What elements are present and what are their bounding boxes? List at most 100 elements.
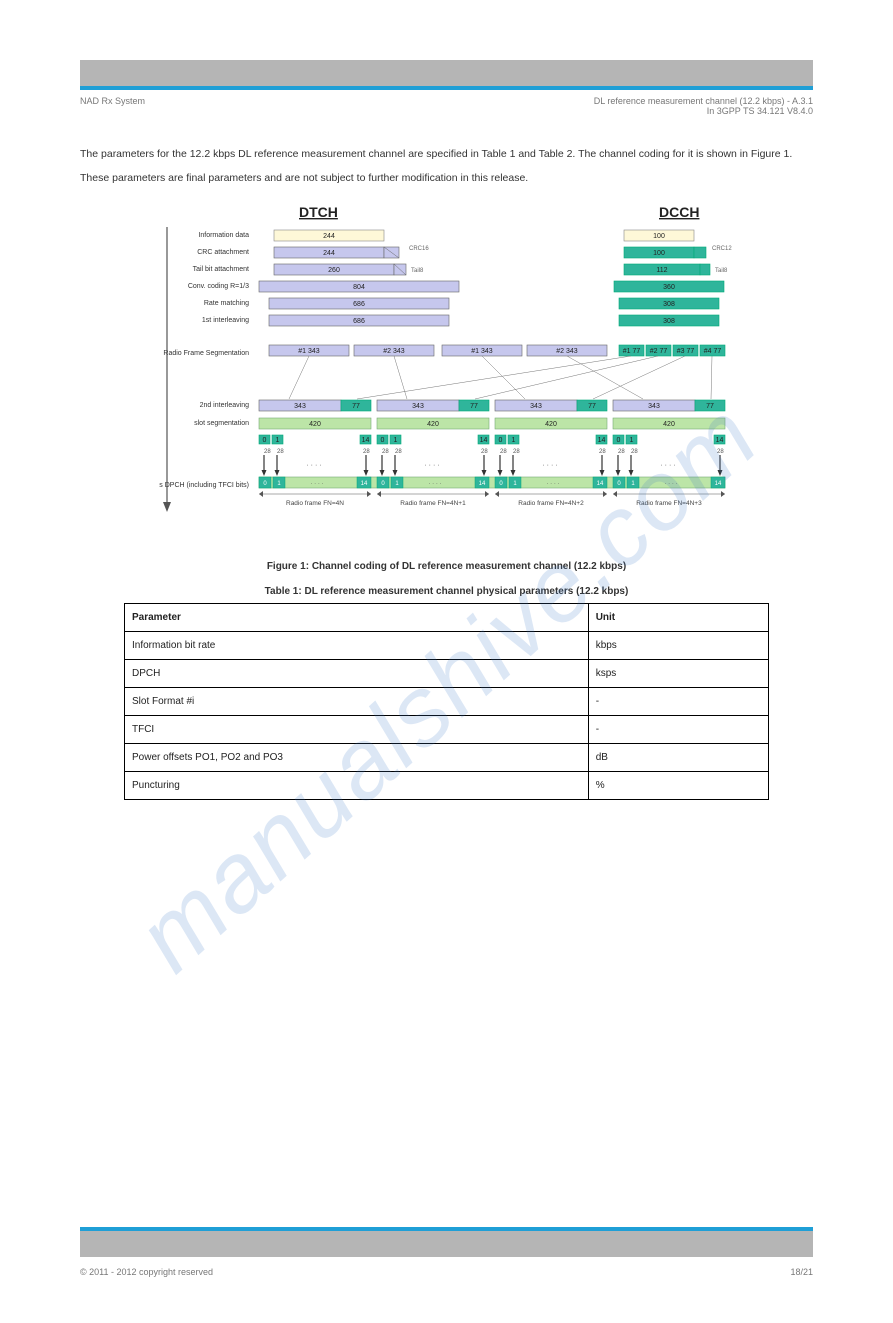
svg-text:77: 77 — [588, 403, 596, 410]
svg-text:CRC attachment: CRC attachment — [197, 249, 249, 256]
svg-text:260: 260 — [328, 267, 340, 274]
svg-text:100: 100 — [653, 233, 665, 240]
svg-text:100: 100 — [653, 250, 665, 257]
svg-text:Conv. coding R=1/3: Conv. coding R=1/3 — [188, 283, 249, 290]
svg-text:686: 686 — [353, 318, 365, 325]
svg-text:77: 77 — [352, 403, 360, 410]
table-row: Slot Format #i- — [124, 687, 768, 715]
svg-text:28: 28 — [618, 449, 625, 455]
svg-text:1: 1 — [394, 437, 398, 444]
svg-text:28: 28 — [599, 449, 606, 455]
svg-text:DCCH: DCCH — [659, 204, 699, 220]
svg-text:Information data: Information data — [198, 232, 249, 239]
table-header-unit: Unit — [588, 603, 768, 631]
svg-text:#3 77: #3 77 — [677, 348, 695, 355]
svg-text:· · · ·: · · · · — [542, 462, 557, 469]
svg-text:Radio frame FN=4N+3: Radio frame FN=4N+3 — [636, 500, 702, 507]
svg-text:77: 77 — [706, 403, 714, 410]
header-left: NAD Rx System — [80, 96, 594, 116]
svg-text:308: 308 — [663, 301, 675, 308]
note-paragraph: These parameters are final parameters an… — [80, 170, 813, 186]
svg-text:343: 343 — [648, 403, 660, 410]
svg-text:28: 28 — [395, 449, 402, 455]
svg-text:686: 686 — [353, 301, 365, 308]
svg-text:28: 28 — [500, 449, 507, 455]
svg-text:#1 343: #1 343 — [298, 348, 320, 355]
svg-text:1: 1 — [276, 437, 280, 444]
svg-text:360: 360 — [663, 284, 675, 291]
svg-text:14: 14 — [479, 481, 486, 487]
header-gray-bar — [80, 60, 813, 86]
table-cell: Puncturing — [124, 771, 588, 799]
svg-text:420: 420 — [545, 421, 557, 428]
svg-text:28: 28 — [631, 449, 638, 455]
svg-text:28: 28 — [363, 449, 370, 455]
svg-text:308: 308 — [663, 318, 675, 325]
svg-text:Tail8: Tail8 — [715, 268, 728, 274]
svg-text:· · · ·: · · · · — [311, 481, 324, 487]
svg-text:28: 28 — [382, 449, 389, 455]
svg-text:343: 343 — [412, 403, 424, 410]
svg-text:· · · ·: · · · · — [424, 462, 439, 469]
intro-paragraph: The parameters for the 12.2 kbps DL refe… — [80, 146, 813, 162]
svg-text:Radio frame FN=4N+2: Radio frame FN=4N+2 — [518, 500, 584, 507]
svg-text:14: 14 — [598, 437, 606, 444]
footer-right: 18/21 — [790, 1267, 813, 1277]
svg-text:#2 343: #2 343 — [556, 348, 578, 355]
svg-text:#2 77: #2 77 — [650, 348, 668, 355]
header-blue-bar — [80, 86, 813, 90]
svg-text:CRC16: CRC16 — [409, 246, 429, 252]
svg-text:343: 343 — [294, 403, 306, 410]
svg-text:1st interleaving: 1st interleaving — [202, 317, 249, 324]
svg-text:244: 244 — [323, 233, 335, 240]
svg-text:0: 0 — [263, 437, 267, 444]
svg-text:Tail bit attachment: Tail bit attachment — [193, 266, 249, 273]
svg-text:14: 14 — [715, 481, 722, 487]
svg-text:28: 28 — [277, 449, 284, 455]
svg-text:28: 28 — [513, 449, 520, 455]
svg-text:#1 77: #1 77 — [623, 348, 641, 355]
table-cell: DPCH — [124, 659, 588, 687]
svg-text:30ksps DPCH (including TFCI bi: 30ksps DPCH (including TFCI bits) — [159, 482, 249, 489]
table-1: Parameter Unit Information bit ratekbpsD… — [124, 603, 769, 800]
figure-1-caption: Figure 1: Channel coding of DL reference… — [80, 561, 813, 572]
svg-text:Radio frame FN=4N+1: Radio frame FN=4N+1 — [400, 500, 466, 507]
svg-text:14: 14 — [361, 481, 368, 487]
svg-text:28: 28 — [481, 449, 488, 455]
header-right: DL reference measurement channel (12.2 k… — [594, 96, 813, 116]
table-cell: % — [588, 771, 768, 799]
table-header-row: Parameter Unit — [124, 603, 768, 631]
table-row: Puncturing% — [124, 771, 768, 799]
svg-text:#2 343: #2 343 — [383, 348, 405, 355]
svg-text:804: 804 — [353, 284, 365, 291]
table-cell: kbps — [588, 631, 768, 659]
table-header-parameter: Parameter — [124, 603, 588, 631]
svg-text:· · · ·: · · · · — [429, 481, 442, 487]
svg-text:0: 0 — [381, 437, 385, 444]
table-cell: TFCI — [124, 715, 588, 743]
svg-text:14: 14 — [597, 481, 604, 487]
svg-text:244: 244 — [323, 250, 335, 257]
figure-1-diagram: DTCH DCCH Information dataCRC attachment… — [159, 197, 734, 557]
table-cell: - — [588, 715, 768, 743]
svg-text:· · · ·: · · · · — [547, 481, 560, 487]
footer-meta: © 2011 - 2012 copyright reserved 18/21 — [80, 1267, 813, 1277]
table-row: TFCI- — [124, 715, 768, 743]
svg-text:Rate matching: Rate matching — [204, 300, 249, 307]
svg-text:· · · ·: · · · · — [665, 481, 678, 487]
footer-left: © 2011 - 2012 copyright reserved — [80, 1267, 790, 1277]
svg-text:420: 420 — [663, 421, 675, 428]
svg-text:1: 1 — [512, 437, 516, 444]
svg-text:420: 420 — [309, 421, 321, 428]
svg-text:· · · ·: · · · · — [660, 462, 675, 469]
svg-text:slot segmentation: slot segmentation — [194, 420, 249, 427]
svg-text:CRC12: CRC12 — [712, 246, 732, 252]
table-row: Information bit ratekbps — [124, 631, 768, 659]
svg-text:Radio frame FN=4N: Radio frame FN=4N — [286, 500, 344, 507]
table-cell: Power offsets PO1, PO2 and PO3 — [124, 743, 588, 771]
svg-text:343: 343 — [530, 403, 542, 410]
table-row: DPCHksps — [124, 659, 768, 687]
svg-text:2nd interleaving: 2nd interleaving — [200, 402, 250, 409]
table-cell: dB — [588, 743, 768, 771]
footer-gray-bar — [80, 1231, 813, 1257]
